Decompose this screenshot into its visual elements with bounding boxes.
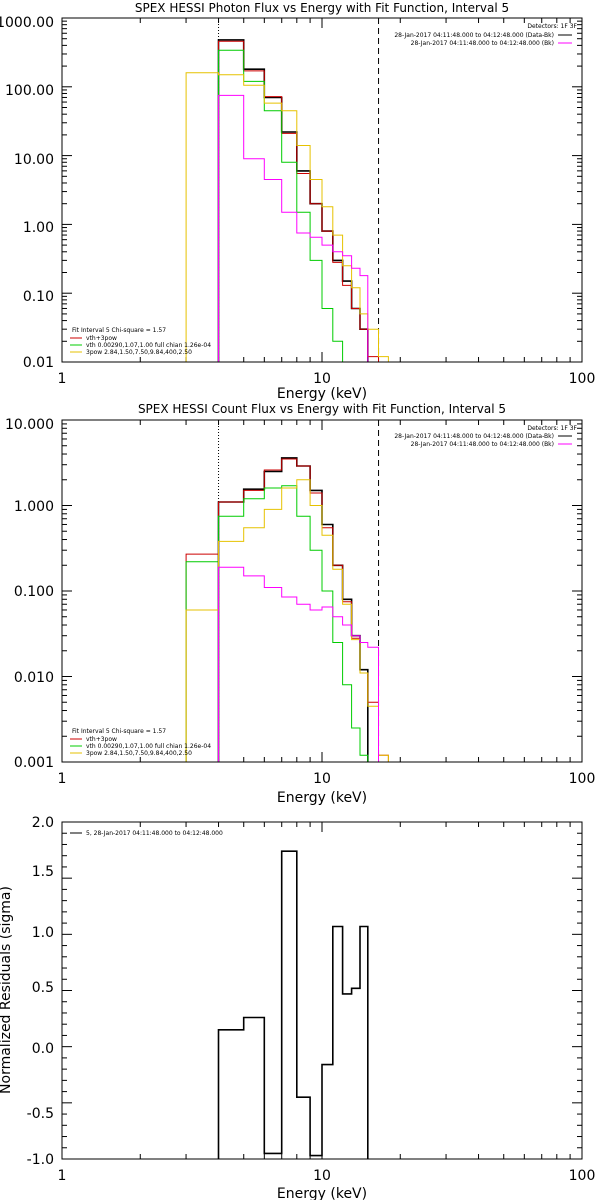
- count-flux-series-3pow: [185, 479, 389, 762]
- residuals-ytick-label: -1.0: [27, 1152, 54, 1168]
- count-flux-ytick-label: 10.000: [5, 417, 54, 433]
- count-flux-legend-entry: vth+3pow: [86, 736, 117, 743]
- count-flux-ytick-label: 1.000: [14, 499, 54, 515]
- photon-flux-legend-title: Fit Interval 5 Chi-square = 1.57: [72, 327, 166, 334]
- photon-flux-series-3pow: [185, 72, 389, 362]
- count-flux-panel: SPEX HESSI Count Flux vs Energy with Fit…: [5, 402, 595, 806]
- count-flux-ytick-label: 0.001: [14, 755, 54, 771]
- residuals-ytick-label: -0.5: [27, 1106, 54, 1122]
- count-flux-legend-entry: 3pow 2.84,1.50,7.50,9.84,400,2.50: [86, 750, 192, 757]
- residuals-ytick-label: 0.0: [32, 1041, 54, 1057]
- photon-flux-xtick-label: 10: [313, 371, 331, 387]
- photon-flux-x-axis-title: Energy (keV): [277, 386, 367, 402]
- count-flux-ytick-label: 0.100: [14, 584, 54, 600]
- photon-flux-title: SPEX HESSI Photon Flux vs Energy with Fi…: [135, 1, 509, 15]
- residuals-xtick-label: 10: [313, 1168, 331, 1184]
- photon-flux-legend-entry: 3pow 2.84,1.50,7.50,9.84,400,2.50: [86, 349, 192, 356]
- count-flux-x-axis-title: Energy (keV): [277, 790, 367, 806]
- residuals-panel: 2.0 1.5 1.0 0.5 0.0 -0.5 -1.0 1 10 100 E…: [0, 815, 595, 1200]
- residuals-legend-entry: 5, 28-Jan-2017 04:11:48.000 to 04:12:48.…: [86, 830, 223, 837]
- residuals-xtick-label: 100: [569, 1168, 596, 1184]
- photon-flux-xtick-label: 100: [569, 371, 596, 387]
- photon-flux-ytick-label: 0.01: [23, 355, 54, 371]
- count-flux-series-vth: [185, 485, 369, 762]
- count-flux-series-data-bk: [217, 457, 369, 762]
- photon-flux-series-vth-3pow: [186, 40, 379, 363]
- photon-flux-legend-entry: vth+3pow: [86, 335, 117, 342]
- residuals-x-axis-title: Energy (keV): [277, 1186, 367, 1200]
- photon-flux-panel: SPEX HESSI Photon Flux vs Energy with Fi…: [0, 1, 595, 402]
- count-flux-legend-entry: vth 0.00290,1.07,1.00 full chian 1.26e-0…: [86, 743, 211, 750]
- residuals-plot-frame: [61, 821, 583, 1160]
- count-flux-xtick-label: 10: [313, 771, 331, 787]
- residuals-ytick-label: 0.5: [32, 980, 54, 996]
- photon-flux-ytick-label: 10.00: [14, 152, 54, 168]
- count-flux-series-bk: [218, 566, 379, 762]
- photon-flux-series-bk: [218, 94, 369, 362]
- photon-flux-ytick-label: 1.00: [23, 220, 54, 236]
- photon-flux-legend-entry: vth 0.00290,1.07,1.00 full chian 1.26e-0…: [86, 342, 211, 349]
- count-flux-detectors-label: Detectors: 1F 3F: [527, 425, 577, 432]
- photon-flux-series-data-bk: [217, 39, 369, 362]
- photon-flux-ytick-label: 0.10: [23, 289, 54, 305]
- photon-flux-detectors-label: Detectors: 1F 3F: [527, 23, 577, 30]
- residuals-y-axis-title: Normalized Residuals (sigma): [0, 886, 14, 1094]
- residuals-ytick-label: 1.0: [32, 925, 54, 941]
- photon-flux-time-label: 28-Jan-2017 04:11:48.000 to 04:12:48.000…: [411, 40, 554, 47]
- photon-flux-plot-frame: [61, 17, 583, 363]
- count-flux-xtick-label: 100: [569, 771, 596, 787]
- photon-flux-ytick-label: 1000.00: [0, 15, 54, 31]
- count-flux-title: SPEX HESSI Count Flux vs Energy with Fit…: [138, 402, 506, 416]
- count-flux-legend-title: Fit Interval 5 Chi-square = 1.57: [72, 728, 166, 735]
- count-flux-xtick-label: 1: [58, 771, 67, 787]
- residuals-xtick-label: 1: [58, 1168, 67, 1184]
- count-flux-time-label: 28-Jan-2017 04:11:48.000 to 04:12:48.000…: [411, 441, 554, 448]
- residuals-ytick-label: 1.5: [32, 864, 54, 880]
- count-flux-plot-frame: [61, 419, 583, 763]
- photon-flux-ytick-label: 100.00: [5, 83, 54, 99]
- residuals-series-residual: [217, 850, 369, 1159]
- photon-flux-xtick-label: 1: [58, 371, 67, 387]
- count-flux-time-label: 28-Jan-2017 04:11:48.000 to 04:12:48.000…: [394, 433, 554, 440]
- photon-flux-series-vth: [218, 49, 352, 363]
- residuals-ytick-label: 2.0: [32, 815, 54, 831]
- photon-flux-time-label: 28-Jan-2017 04:11:48.000 to 04:12:48.000…: [394, 32, 554, 39]
- count-flux-ytick-label: 0.010: [14, 670, 54, 686]
